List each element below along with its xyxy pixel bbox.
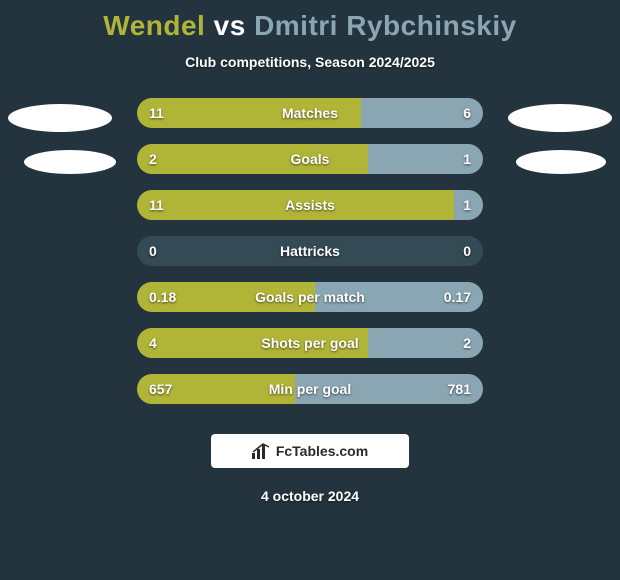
stat-value-left: 4 <box>149 335 157 351</box>
stat-label: Shots per goal <box>261 335 358 351</box>
subtitle: Club competitions, Season 2024/2025 <box>185 54 435 70</box>
brand-badge: FcTables.com <box>211 434 409 468</box>
stat-rows: 116Matches21Goals111Assists00Hattricks0.… <box>0 98 620 404</box>
stat-value-right: 1 <box>463 151 471 167</box>
title-vs: vs <box>214 10 246 41</box>
comparison-card: Wendel vs Dmitri Rybchinskiy Club compet… <box>0 0 620 580</box>
stat-value-right: 0.17 <box>444 289 471 305</box>
stat-value-left: 657 <box>149 381 172 397</box>
brand-text: FcTables.com <box>276 443 368 459</box>
chart-icon <box>252 443 270 459</box>
stat-label: Hattricks <box>280 243 340 259</box>
title-player1: Wendel <box>103 10 205 41</box>
stat-row: 2 1 Goals <box>137 144 483 174</box>
title-player2: Dmitri Rybchinskiy <box>254 10 517 41</box>
stats-area: 116Matches21Goals111Assists00Hattricks0.… <box>0 98 620 420</box>
shadow-ellipse-right-1 <box>508 104 612 132</box>
stat-value-left: 0.18 <box>149 289 176 305</box>
stat-bar-left <box>137 144 368 174</box>
shadow-ellipse-left-2 <box>24 150 116 174</box>
page-title: Wendel vs Dmitri Rybchinskiy <box>103 10 516 42</box>
stat-row: 11 6 Matches <box>137 98 483 128</box>
shadow-ellipse-right-2 <box>516 150 606 174</box>
stat-value-right: 1 <box>463 197 471 213</box>
stat-value-left: 11 <box>149 105 164 121</box>
stat-value-right: 781 <box>448 381 471 397</box>
stat-row: 657 781 Min per goal <box>137 374 483 404</box>
stat-value-left: 2 <box>149 151 157 167</box>
stat-value-right: 0 <box>463 243 471 259</box>
stat-label: Goals <box>291 151 330 167</box>
shadow-ellipse-left-1 <box>8 104 112 132</box>
stat-label: Goals per match <box>255 289 365 305</box>
stat-value-right: 2 <box>463 335 471 351</box>
date-text: 4 october 2024 <box>261 488 359 504</box>
stat-row: 0 0 Hattricks <box>137 236 483 266</box>
stat-label: Min per goal <box>269 381 351 397</box>
stat-value-right: 6 <box>463 105 471 121</box>
stat-value-left: 11 <box>149 197 164 213</box>
stat-value-left: 0 <box>149 243 157 259</box>
stat-row: 111Assists <box>137 190 483 220</box>
stat-label: Matches <box>282 105 338 121</box>
stat-row: 4 2 Shots per goal <box>137 328 483 358</box>
stat-label: Assists <box>285 197 335 213</box>
stat-row: 0.18 0.17 Goals per match <box>137 282 483 312</box>
